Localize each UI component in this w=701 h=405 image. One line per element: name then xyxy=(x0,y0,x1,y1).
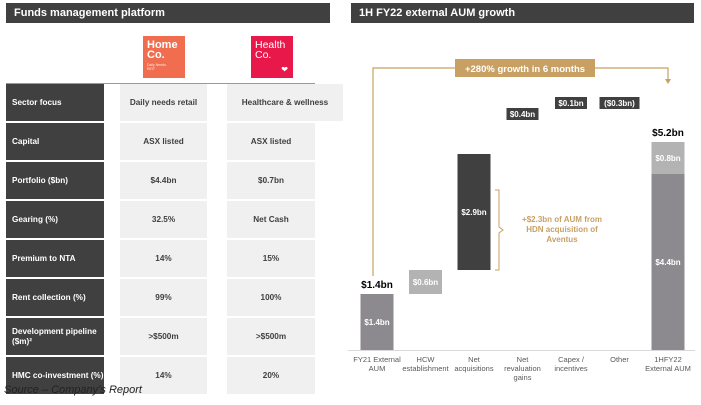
homeco-cell: Daily needs retail xyxy=(120,84,207,121)
bracket-icon xyxy=(495,189,504,271)
homeco-cell: >$500m xyxy=(120,318,207,355)
bar-value-label: ($0.3bn) xyxy=(604,99,635,108)
bar-segment-base xyxy=(651,174,685,350)
category-label: Net revaluation gains xyxy=(504,355,541,382)
bar-segment-label: $4.4bn xyxy=(655,258,680,267)
bar-label-box xyxy=(506,108,539,120)
row-label: Sector focus xyxy=(6,84,104,121)
homeco-logo-sub2: REIT xyxy=(147,67,155,71)
category-label: Capex / incentives xyxy=(554,355,588,373)
aum-waterfall-chart: $4.4bn $0.8bn $1.4bn $0.6bn $2.9bn $0.4bn $0.1… xyxy=(348,59,695,382)
row-label: Capital xyxy=(6,123,104,160)
bar-value-label: $0.4bn xyxy=(510,110,535,119)
row-label: Rent collection (%) xyxy=(6,279,104,316)
bar-value-label: $1.4bn xyxy=(364,318,389,327)
healthco-cell: $0.7bn xyxy=(227,162,315,199)
row-label: HMC co-investment (%) xyxy=(6,357,104,394)
growth-callout-text: +280% growth in 6 months xyxy=(465,64,585,75)
source-note: Source – Company’s Report xyxy=(4,384,142,396)
start-total-label: $1.4bn xyxy=(361,280,393,291)
row-label: Premium to NTA xyxy=(6,240,104,277)
funds-platform-header: Funds management platform xyxy=(6,3,330,23)
arrow-head-icon xyxy=(665,79,671,84)
homeco-cell: ASX listed xyxy=(120,123,207,160)
homeco-cell: 14% xyxy=(120,357,207,394)
healthco-cell: 15% xyxy=(227,240,315,277)
homeco-cell: 14% xyxy=(120,240,207,277)
healthco-logo: Health Co. ❤ xyxy=(251,36,293,78)
aum-growth-header: 1H FY22 external AUM growth xyxy=(351,3,694,23)
category-label: FY21 External AUM xyxy=(353,355,401,373)
healthco-cell: ASX listed xyxy=(227,123,315,160)
bar-1 xyxy=(409,270,442,294)
bracket-annotation-line: +$2.3bn of AUM from xyxy=(522,215,602,224)
bar-label-box xyxy=(457,205,491,219)
healthco-cell: 100% xyxy=(227,279,315,316)
homeco-cell: 99% xyxy=(120,279,207,316)
table-top-divider xyxy=(6,83,315,84)
bracket-annotation-line: HDN acquisition of xyxy=(526,225,598,234)
healthco-logo-line2: Co. xyxy=(255,49,272,61)
bar-value-label: $2.9bn xyxy=(461,208,486,217)
row-label: Portfolio ($bn) xyxy=(6,162,104,199)
bar-segment-top xyxy=(651,142,685,174)
healthco-cell: Healthcare & wellness xyxy=(227,84,343,121)
row-label: Development pipeline ($m)² xyxy=(6,318,104,355)
heart-check-icon: ❤ xyxy=(281,65,288,74)
end-total-label: $5.2bn xyxy=(652,128,684,139)
row-label: Gearing (%) xyxy=(6,201,104,238)
bracket-annotation-line: Aventus xyxy=(546,235,578,244)
bar-0 xyxy=(360,294,394,350)
healthco-cell: 20% xyxy=(227,357,315,394)
category-label: Net acquisitions xyxy=(454,355,493,373)
category-label: HCW establishment xyxy=(402,355,449,373)
homeco-logo: Home Co. Daily Needs REIT xyxy=(143,36,185,78)
bar-label-box xyxy=(599,97,640,109)
homeco-cell: $4.4bn xyxy=(120,162,207,199)
bar-value-label: $0.1bn xyxy=(558,99,583,108)
homeco-logo-line1: Home xyxy=(147,39,178,51)
growth-callout-box xyxy=(455,59,595,77)
bar-label-box xyxy=(555,97,587,109)
category-label: 1HFY22 External AUM xyxy=(645,355,691,373)
bar-value-label: $0.6bn xyxy=(413,278,438,287)
healthco-cell: Net Cash xyxy=(227,201,315,238)
category-label: Other xyxy=(610,355,629,364)
homeco-cell: 32.5% xyxy=(120,201,207,238)
homeco-logo-sub1: Daily Needs xyxy=(147,63,166,67)
healthco-logo-line1: Health xyxy=(255,39,286,51)
healthco-cell: >$500m xyxy=(227,318,315,355)
bar-segment-label: $0.8bn xyxy=(655,154,680,163)
homeco-logo-line2: Co. xyxy=(147,49,165,61)
